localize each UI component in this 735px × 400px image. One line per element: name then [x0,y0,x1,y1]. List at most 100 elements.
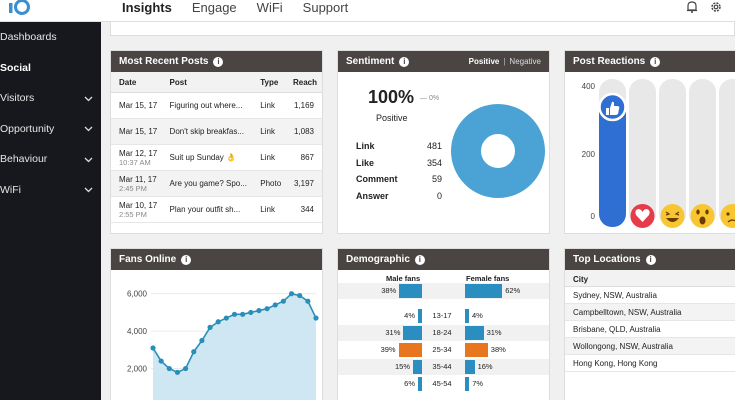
male-bar[interactable] [418,309,422,323]
male-bar[interactable] [398,343,422,357]
demographic-row[interactable]: 4% 13-17 4% [338,308,549,324]
table-row[interactable]: Mar 15, 17 Don't skip breakfas... Link 1,08… [111,118,322,145]
data-point[interactable] [313,315,319,321]
column-header[interactable]: City [565,270,735,287]
female-bar[interactable] [465,284,503,298]
post-reach: 344 [285,196,322,223]
data-point[interactable] [256,307,262,314]
data-point[interactable] [166,365,172,372]
demographic-row[interactable]: 39% 25-34 38% [338,342,549,358]
info-icon[interactable]: i [414,254,425,265]
data-point[interactable] [191,349,197,355]
column-header[interactable]: Reach [285,72,322,93]
column-header[interactable]: Post [161,72,253,93]
like-bar[interactable] [599,93,626,227]
data-point[interactable] [288,291,295,297]
data-point[interactable] [223,315,229,321]
data-point[interactable] [272,302,278,308]
list-item[interactable]: Hong Kong, Hong Kong [565,355,735,372]
post-text[interactable]: Don't skip breakfas... [161,118,253,145]
data-point[interactable] [240,311,246,317]
haha-icon[interactable] [660,204,685,228]
demographic-row[interactable]: 6% 45-54 7% [338,376,549,392]
data-point[interactable] [297,292,303,299]
post-text[interactable]: Plan your outfit sh... [161,196,253,223]
table-row[interactable]: Mar 15, 17 Figuring out where... Link 1,169 [111,92,322,119]
y-tick-label: 2,000 [127,365,148,374]
sidebar-item-wifi[interactable]: WiFi [0,175,101,206]
table-row[interactable]: Mar 12, 17 10:37 AM Suit up Sunday 👌 Link 86… [111,144,322,171]
sidebar-item-behaviour[interactable]: Behaviour [0,144,101,175]
app-logo[interactable] [4,0,32,18]
tab-negative[interactable]: Negative [509,57,541,66]
data-point[interactable] [150,345,156,351]
sidebar-item-social[interactable]: Social [0,53,101,84]
data-point[interactable] [158,358,164,364]
list-item[interactable]: Campbelltown, NSW, Australia [565,304,735,321]
column-header[interactable]: Type [252,72,285,93]
donut-slice-positive[interactable] [451,104,545,198]
sentiment-donut[interactable] [450,103,546,199]
tab-positive[interactable]: Positive [468,57,500,66]
female-bar[interactable] [465,326,484,340]
info-icon[interactable]: i [213,56,224,67]
demographic-row[interactable]: 15% 35-44 16% [338,359,549,375]
table-header-row: Date Post Type Reach [111,72,322,93]
female-bar[interactable] [465,377,470,391]
table-row[interactable]: Mar 10, 17 2:55 PM Plan your outfit sh... L… [111,196,322,223]
sentiment-panel: Sentiment i Positive | Negative 100% — 0… [337,50,550,234]
female-bar[interactable] [465,309,469,323]
list-item[interactable]: Brisbane, QLD, Australia [565,321,735,338]
data-point[interactable] [264,306,270,312]
gear-icon[interactable] [709,0,723,14]
reactions-chart: 400 200 0 [582,79,735,228]
info-icon[interactable]: i [181,254,192,265]
love-icon[interactable] [630,204,655,228]
sidebar-item-label: Behaviour [0,153,48,166]
like-icon[interactable] [598,92,627,122]
data-point[interactable] [174,369,181,375]
bar-track [629,79,656,227]
sidebar-item-opportunity[interactable]: Opportunity [0,114,101,145]
sentiment-row: Like 354 [356,158,442,175]
male-bar[interactable] [399,284,422,298]
sidebar-item-dashboards[interactable]: Dashboards [0,22,101,53]
female-bar[interactable] [465,343,488,357]
male-bar[interactable] [413,360,422,374]
male-bar[interactable] [418,377,422,391]
wow-icon[interactable] [690,204,715,228]
column-header[interactable]: Date [111,72,162,93]
y-tick-label: 400 [582,82,596,91]
info-icon[interactable]: i [645,254,656,265]
data-point[interactable] [207,324,213,330]
info-icon[interactable]: i [650,56,661,67]
sad-icon[interactable] [720,204,735,228]
data-point[interactable] [248,309,254,316]
demographic-row[interactable]: 31% 18-24 31% [338,325,549,341]
info-icon[interactable]: i [399,56,410,67]
post-text[interactable]: Are you game? Spo... [161,170,253,197]
table-row[interactable]: Mar 11, 17 2:45 PM Are you game? Spo... Pho… [111,170,322,197]
panel-title: Top Locations [573,254,641,265]
sidebar-item-visitors[interactable]: Visitors [0,83,101,114]
bell-icon[interactable] [685,0,699,14]
data-point[interactable] [199,337,205,344]
nav-tab-wifi[interactable]: WiFi [256,0,283,15]
post-text[interactable]: Figuring out where... [161,92,253,119]
nav-tab-insights[interactable]: Insights [122,0,172,15]
panel-title: Most Recent Posts [119,56,209,67]
nav-tab-engage[interactable]: Engage [191,0,237,15]
male-bar[interactable] [403,326,422,340]
data-point[interactable] [280,298,286,304]
nav-tab-support[interactable]: Support [302,0,349,15]
data-point[interactable] [231,311,238,317]
data-point[interactable] [183,365,189,372]
post-type: Link [252,118,285,145]
list-item[interactable]: Wollongong, NSW, Australia [565,338,735,355]
female-bar[interactable] [465,360,475,374]
list-item[interactable]: Sydney, NSW, Australia [565,287,735,304]
post-text[interactable]: Suit up Sunday 👌 [161,144,253,171]
data-point[interactable] [215,319,221,325]
data-point[interactable] [305,298,311,304]
demographic-row[interactable]: 38% 62% [338,283,549,299]
